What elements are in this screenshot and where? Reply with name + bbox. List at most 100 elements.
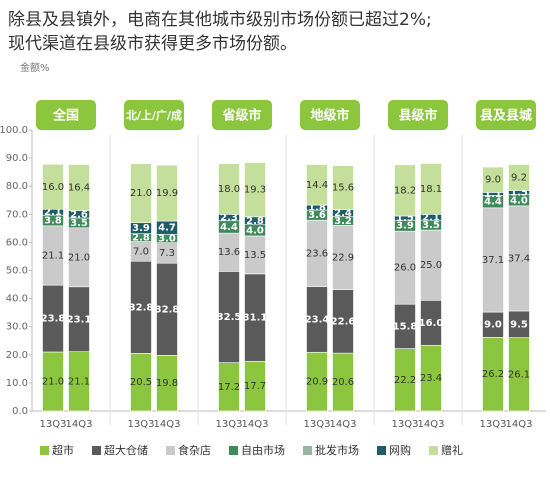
data-label: 16.0 [42,182,64,193]
data-label: 2.6 [70,209,88,220]
bar-segment [156,164,178,222]
bar-segment [218,163,240,215]
x-tick-label: 13Q3 [128,419,155,430]
data-label: 25.0 [420,260,442,271]
bar-segment [130,163,152,224]
chart-title: 现代渠道在县级市获得更多市场份额。 [8,34,297,54]
group-header: 省级市 [221,108,261,124]
legend-swatch [303,446,312,455]
data-label: 7.0 [133,246,149,257]
bar-segment [68,164,90,211]
legend-label: 批发市场 [315,443,359,457]
data-label: 26.0 [394,263,416,274]
data-label: 23.8 [41,314,66,325]
data-label: 20.6 [332,377,354,388]
data-label: 3.6 [308,210,326,221]
data-label: 15.8 [393,321,418,332]
legend-swatch [429,446,438,455]
data-label: 31.1 [243,313,268,324]
legend-label: 食杂店 [178,443,211,457]
data-label: 37.4 [508,253,530,264]
x-tick-label: 14Q3 [418,419,445,430]
group-header-box [388,100,448,130]
group-header: 县级市 [398,108,437,124]
y-tick-label: 80.0 [6,181,28,192]
data-label: 19.8 [156,378,178,389]
data-label: 18.2 [394,185,416,196]
bar-segment [332,165,354,210]
group-header: 全国 [52,108,79,124]
y-tick-label: 90.0 [6,153,28,164]
data-label: 1.8 [308,203,326,214]
data-label: 21.0 [130,188,152,199]
data-label: 20.5 [130,377,152,388]
data-label: 3.5 [70,218,88,229]
data-label: 23.1 [67,314,92,325]
data-label: 21.0 [42,376,64,387]
chart-title: 除县及县镇外，电商在其他城市级别市场份额已超过2%; [8,10,432,30]
data-label: 3.9 [396,221,414,232]
legend-swatch [40,446,49,455]
y-tick-label: 40.0 [6,294,28,305]
x-tick-label: 14Q3 [506,419,533,430]
group-header-box [36,100,96,130]
data-label: 22.2 [394,375,416,386]
data-label: 18.0 [218,184,240,195]
data-label: 22.6 [331,316,356,327]
data-label: 3.0 [158,233,176,244]
data-label: 3.9 [132,223,150,234]
bar-segment [244,162,266,218]
data-label: 19.3 [244,185,266,196]
y-tick-label: 100.0 [0,125,28,136]
data-label: 3.2 [334,216,352,227]
legend-label: 超市 [52,443,74,457]
data-label: 17.2 [218,382,240,393]
data-label: 1.5 [510,188,528,199]
data-label: 26.1 [508,369,530,380]
group-header-box [212,100,272,130]
data-label: 13.6 [218,247,240,258]
data-label: 32.8 [129,302,154,313]
data-label: 14.4 [306,180,328,191]
bar-segment [394,164,416,217]
data-label: 3.5 [422,220,440,231]
data-label: 20.9 [306,377,328,388]
bar-segment [508,164,530,191]
data-label: 26.2 [482,369,504,380]
data-label: 7.3 [159,248,175,259]
data-label: 17.7 [244,381,266,392]
data-label: 1.5 [396,213,414,224]
data-label: 9.0 [485,175,501,186]
legend-label: 自由市场 [241,443,285,457]
x-tick-label: 14Q3 [242,419,269,430]
group-header-box [300,100,360,130]
y-tick-label: 0.0 [12,406,28,417]
y-axis-label: 金额% [20,61,50,74]
legend-label: 超大仓储 [104,443,148,457]
data-label: 4.0 [246,225,264,236]
x-tick-label: 14Q3 [154,419,181,430]
data-label: 32.8 [155,304,180,315]
x-tick-label: 13Q3 [216,419,243,430]
data-label: 2.3 [220,213,238,224]
data-label: 2.1 [44,207,62,218]
data-label: 13.5 [244,250,266,261]
x-tick-label: 13Q3 [480,419,507,430]
y-tick-label: 30.0 [6,322,28,333]
bar-segment [42,163,64,210]
data-label: 16.0 [419,318,444,329]
data-label: 23.4 [420,373,442,384]
legend-swatch [377,446,386,455]
y-tick-label: 60.0 [6,237,28,248]
data-label: 3.8 [44,215,62,226]
data-label: 22.9 [332,252,354,263]
group-header-box [124,100,184,130]
bar-segment [420,163,442,215]
group-header: 北/上/广/成 [126,108,182,122]
data-label: 32.5 [217,312,242,323]
data-label: 19.9 [156,188,178,199]
x-tick-label: 13Q3 [304,419,331,430]
legend-label: 网购 [389,443,411,457]
data-label: 9.5 [510,319,528,330]
